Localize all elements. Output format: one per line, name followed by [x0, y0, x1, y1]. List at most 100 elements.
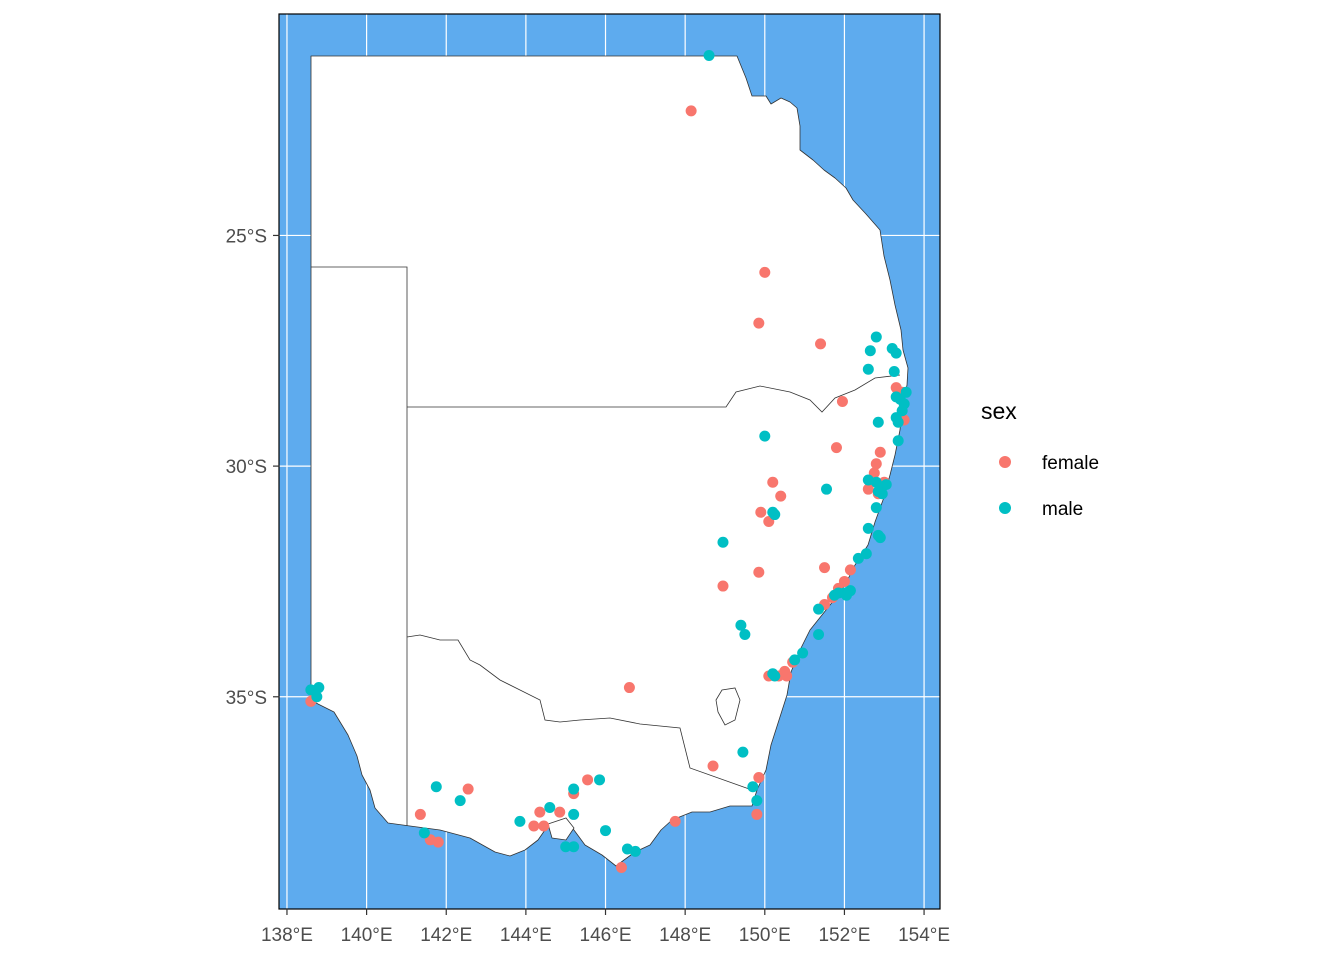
y-tick-label-0: 25°S [226, 226, 267, 247]
male-point-24 [870, 502, 882, 514]
kangaroo-island-edge [547, 817, 575, 841]
male-point-55 [594, 774, 606, 786]
male-point-14 [872, 416, 884, 428]
male-point-45 [769, 670, 781, 682]
female-point-32 [623, 682, 635, 694]
male-point-53 [544, 802, 556, 814]
male-point-51 [418, 827, 430, 839]
female-point-46 [669, 815, 681, 827]
male-point-1 [870, 331, 882, 343]
male-point-54 [568, 783, 580, 795]
male-point-64 [311, 691, 323, 703]
male-point-46 [737, 746, 749, 758]
legend-entries: female male [999, 453, 1099, 520]
legend-title: sex [981, 398, 1017, 424]
female-point-40 [534, 806, 546, 818]
female-point-47 [615, 861, 627, 873]
female-point-30 [781, 670, 793, 682]
y-tick-label-1: 30°S [226, 457, 267, 478]
male-point-49 [430, 781, 442, 793]
female-point-43 [582, 774, 594, 786]
male-point-48 [751, 795, 763, 807]
x-tick-label-5: 148°E [659, 925, 711, 946]
female-point-11 [755, 506, 767, 518]
female-point-13 [862, 483, 874, 495]
y-axis: 25°S 30°S 35°S [226, 226, 279, 709]
male-point-36 [828, 589, 840, 601]
female-point-10 [775, 490, 787, 502]
map-panel [278, 13, 941, 910]
male-point-6 [888, 366, 900, 378]
male-point-52 [514, 815, 526, 827]
male-point-27 [717, 536, 729, 548]
female-point-39 [462, 783, 474, 795]
legend-key-male [999, 502, 1011, 514]
land-mass [310, 55, 909, 867]
male-point-15 [892, 435, 904, 447]
female-point-6 [874, 446, 886, 458]
male-point-40 [735, 619, 747, 631]
female-point-36 [414, 808, 426, 820]
male-point-47 [747, 781, 759, 793]
x-tick-label-0: 138°E [261, 925, 313, 946]
x-tick-label-6: 150°E [739, 925, 791, 946]
female-point-3 [815, 338, 827, 350]
male-point-4 [890, 347, 902, 359]
female-point-19 [819, 562, 831, 574]
male-point-37 [840, 589, 852, 601]
male-point-61 [629, 845, 641, 857]
y-tick-label-2: 35°S [226, 688, 267, 709]
male-point-31 [860, 548, 872, 560]
x-tick-label-2: 142°E [420, 925, 472, 946]
female-point-4 [836, 396, 848, 408]
male-point-22 [876, 488, 888, 500]
female-point-1 [759, 266, 771, 278]
female-point-26 [717, 580, 729, 592]
male-point-20 [880, 479, 892, 491]
legend-key-female [999, 456, 1011, 468]
female-point-41 [554, 806, 566, 818]
male-point-57 [600, 825, 612, 837]
male-point-16 [759, 430, 771, 442]
male-point-63 [313, 682, 325, 694]
male-point-50 [454, 795, 466, 807]
male-point-32 [852, 552, 864, 564]
female-point-45 [538, 820, 550, 832]
male-point-2 [864, 345, 876, 357]
female-point-5 [830, 442, 842, 454]
female-point-35 [751, 808, 763, 820]
female-point-33 [707, 760, 719, 772]
x-tick-label-7: 152°E [818, 925, 870, 946]
female-point-0 [685, 105, 697, 117]
female-point-20 [844, 564, 856, 576]
male-point-13 [892, 416, 904, 428]
male-point-56 [568, 808, 580, 820]
male-point-39 [813, 629, 825, 641]
male-point-0 [703, 50, 715, 62]
male-point-30 [874, 532, 886, 544]
male-point-10 [900, 386, 912, 398]
male-point-23 [821, 483, 833, 495]
x-tick-label-3: 144°E [500, 925, 552, 946]
female-point-2 [753, 317, 765, 329]
male-point-26 [769, 509, 781, 521]
male-point-41 [739, 629, 751, 641]
male-point-38 [813, 603, 825, 615]
state-borders [311, 266, 901, 826]
female-point-9 [767, 476, 779, 488]
legend-label-male: male [1042, 499, 1083, 520]
female-point-34 [753, 772, 765, 784]
x-tick-label-4: 146°E [580, 925, 632, 946]
male-point-59 [568, 841, 580, 853]
male-point-58 [560, 841, 572, 853]
x-tick-label-1: 140°E [341, 925, 393, 946]
female-point-44 [528, 820, 540, 832]
panel-border [278, 13, 941, 910]
x-axis: 138°E 140°E 142°E 144°E 146°E 148°E 150°E 152°E… [261, 909, 950, 946]
male-point-42 [797, 647, 809, 659]
legend: sex female male [981, 398, 1099, 520]
female-point-38 [432, 836, 444, 848]
legend-label-female: female [1042, 453, 1099, 474]
male-point-28 [862, 522, 874, 534]
